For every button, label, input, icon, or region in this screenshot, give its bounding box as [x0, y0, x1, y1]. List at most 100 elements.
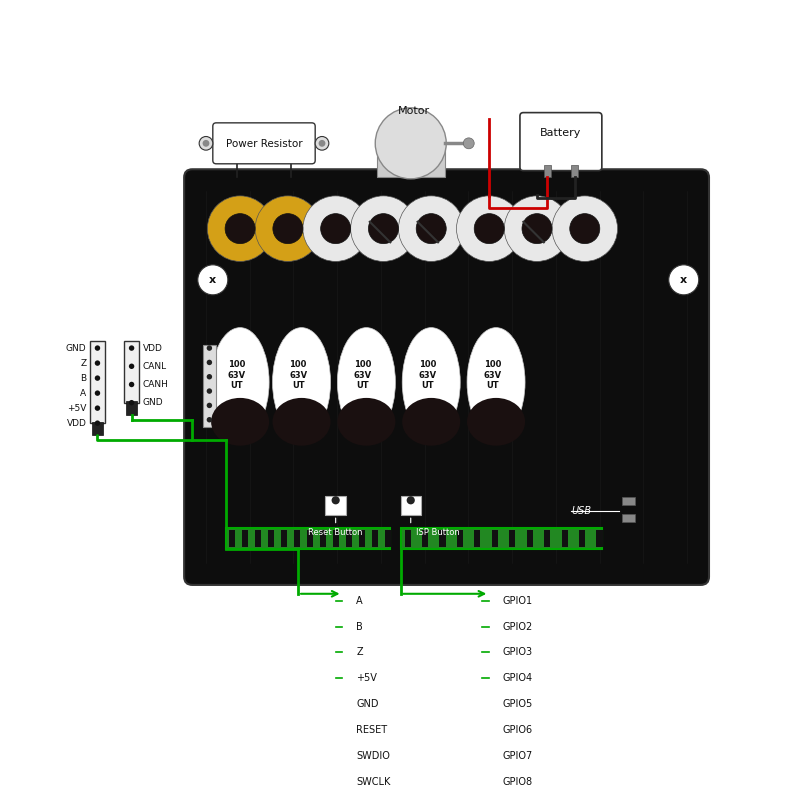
- Bar: [124, 341, 139, 403]
- Ellipse shape: [211, 398, 269, 445]
- Circle shape: [95, 421, 100, 426]
- Text: GND: GND: [356, 699, 379, 710]
- Bar: [579, 530, 585, 547]
- Text: 100
63V
UT: 100 63V UT: [354, 360, 372, 390]
- Circle shape: [203, 140, 209, 147]
- Text: +5V: +5V: [356, 674, 377, 683]
- Bar: [325, 496, 346, 515]
- Circle shape: [199, 136, 213, 150]
- Bar: [376, 143, 445, 178]
- Bar: [622, 497, 634, 505]
- Circle shape: [273, 214, 303, 244]
- Circle shape: [320, 214, 351, 244]
- Circle shape: [351, 196, 417, 261]
- Ellipse shape: [467, 328, 525, 437]
- FancyBboxPatch shape: [227, 528, 390, 549]
- Text: 100
63V
UT: 100 63V UT: [419, 360, 437, 390]
- Text: A: A: [80, 388, 87, 397]
- Circle shape: [474, 214, 505, 244]
- Circle shape: [315, 136, 329, 150]
- Text: GPIO5: GPIO5: [503, 699, 533, 710]
- Circle shape: [129, 382, 135, 387]
- Bar: [400, 496, 421, 515]
- Bar: [203, 344, 216, 427]
- Circle shape: [552, 196, 618, 261]
- Bar: [405, 530, 411, 547]
- Bar: [281, 530, 288, 547]
- Text: 100
63V
UT: 100 63V UT: [289, 360, 308, 390]
- Text: VDD: VDD: [66, 419, 87, 428]
- Text: Reset Button: Reset Button: [308, 528, 363, 537]
- Bar: [294, 530, 300, 547]
- Circle shape: [368, 214, 398, 244]
- Bar: [126, 401, 137, 415]
- Bar: [90, 341, 105, 423]
- Text: +5V: +5V: [67, 404, 87, 413]
- FancyBboxPatch shape: [184, 169, 709, 585]
- Circle shape: [95, 405, 100, 411]
- Text: CANH: CANH: [143, 380, 168, 389]
- Circle shape: [375, 108, 446, 179]
- Text: Z: Z: [356, 647, 363, 658]
- Circle shape: [95, 376, 100, 380]
- Ellipse shape: [337, 328, 396, 437]
- Bar: [622, 514, 634, 522]
- Bar: [346, 530, 352, 547]
- Circle shape: [198, 265, 227, 295]
- Bar: [492, 530, 498, 547]
- Circle shape: [207, 360, 212, 365]
- Circle shape: [303, 196, 368, 261]
- Text: GND: GND: [66, 344, 87, 352]
- Circle shape: [417, 214, 446, 244]
- Text: ISP Button: ISP Button: [417, 528, 460, 537]
- Circle shape: [95, 360, 100, 366]
- Circle shape: [225, 214, 256, 244]
- Circle shape: [129, 400, 135, 405]
- Circle shape: [319, 140, 325, 147]
- Circle shape: [207, 403, 212, 409]
- Text: GPIO7: GPIO7: [503, 751, 533, 761]
- Text: B: B: [80, 373, 87, 383]
- Ellipse shape: [272, 328, 331, 437]
- Text: GPIO6: GPIO6: [503, 725, 533, 735]
- Bar: [256, 530, 261, 547]
- Circle shape: [95, 390, 100, 396]
- Bar: [544, 530, 550, 547]
- Circle shape: [129, 364, 135, 369]
- Text: GPIO4: GPIO4: [503, 674, 533, 683]
- Bar: [92, 422, 103, 436]
- Ellipse shape: [402, 328, 461, 437]
- Circle shape: [407, 496, 415, 505]
- Text: x: x: [209, 275, 216, 285]
- Text: A: A: [356, 596, 363, 606]
- Bar: [307, 530, 313, 547]
- Bar: [440, 530, 445, 547]
- Text: Motor: Motor: [398, 106, 430, 116]
- Circle shape: [669, 265, 698, 295]
- Circle shape: [463, 138, 474, 149]
- Text: Z: Z: [80, 359, 87, 368]
- Text: RESET: RESET: [356, 725, 387, 735]
- Circle shape: [129, 345, 135, 351]
- Bar: [544, 165, 550, 178]
- Circle shape: [505, 196, 570, 261]
- Text: GND: GND: [143, 398, 163, 407]
- Ellipse shape: [211, 328, 269, 437]
- Bar: [268, 530, 274, 547]
- Ellipse shape: [402, 398, 461, 445]
- Text: GPIO3: GPIO3: [503, 647, 533, 658]
- Bar: [526, 530, 533, 547]
- Ellipse shape: [337, 398, 396, 445]
- Text: Battery: Battery: [540, 128, 582, 138]
- FancyBboxPatch shape: [213, 123, 315, 163]
- Circle shape: [457, 196, 522, 261]
- Text: CANL: CANL: [143, 362, 167, 371]
- Circle shape: [398, 196, 464, 261]
- Circle shape: [332, 496, 340, 505]
- Bar: [372, 530, 378, 547]
- Text: 100
63V
UT: 100 63V UT: [484, 360, 501, 390]
- Text: 100
63V
UT: 100 63V UT: [227, 360, 246, 390]
- Text: SWDIO: SWDIO: [356, 751, 390, 761]
- Bar: [229, 530, 235, 547]
- FancyBboxPatch shape: [520, 113, 602, 171]
